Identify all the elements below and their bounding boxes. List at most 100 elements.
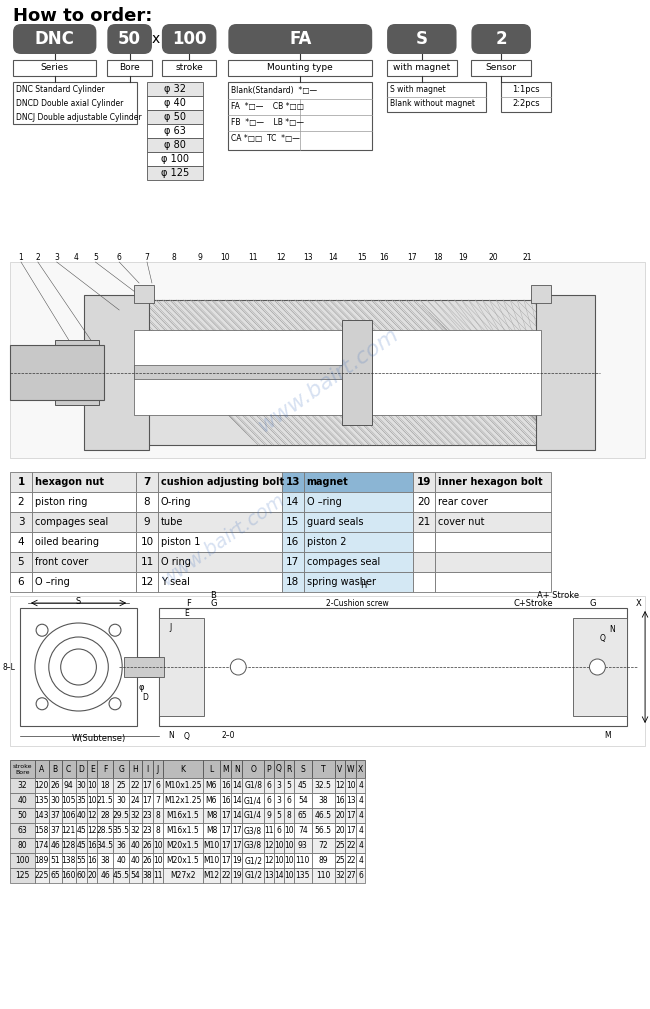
Bar <box>274 853 284 868</box>
Bar <box>284 793 294 808</box>
Text: N: N <box>610 626 615 635</box>
Bar <box>435 512 551 532</box>
Text: 40: 40 <box>77 811 86 820</box>
Text: 35.5: 35.5 <box>112 826 130 835</box>
Text: x: x <box>152 32 160 46</box>
Text: 22: 22 <box>221 871 231 880</box>
Text: 4: 4 <box>18 537 24 547</box>
Bar <box>242 760 264 778</box>
Text: 14: 14 <box>328 253 337 262</box>
Bar <box>343 320 372 425</box>
Text: 18: 18 <box>286 577 300 587</box>
Bar <box>220 760 231 778</box>
Text: D: D <box>79 765 84 774</box>
Bar <box>284 823 294 838</box>
Bar <box>264 838 274 853</box>
Bar <box>129 760 142 778</box>
Bar <box>304 472 413 492</box>
Text: 12: 12 <box>276 253 286 262</box>
Bar <box>435 532 551 552</box>
Bar <box>62 838 75 853</box>
Text: 27: 27 <box>346 871 356 880</box>
Text: Blank without magnet: Blank without magnet <box>390 100 475 109</box>
Text: M16x1.5: M16x1.5 <box>166 826 199 835</box>
Text: 80: 80 <box>18 840 27 850</box>
Text: 10: 10 <box>284 871 294 880</box>
Bar <box>147 82 203 96</box>
Bar <box>13 82 137 124</box>
Text: G1/8: G1/8 <box>244 781 262 790</box>
Text: 10: 10 <box>284 826 294 835</box>
Bar <box>312 823 335 838</box>
Bar <box>142 793 153 808</box>
Text: 30: 30 <box>50 796 60 805</box>
Text: 7: 7 <box>144 253 150 262</box>
Text: 17: 17 <box>221 856 231 865</box>
Text: X: X <box>358 765 363 774</box>
Bar <box>158 472 282 492</box>
Bar <box>32 512 136 532</box>
Text: K: K <box>180 765 185 774</box>
Text: 13: 13 <box>346 796 356 805</box>
Bar <box>294 760 312 778</box>
Text: 10: 10 <box>346 781 356 790</box>
Circle shape <box>590 659 605 675</box>
Text: 1: 1 <box>18 477 25 487</box>
Text: G1/2: G1/2 <box>244 856 262 865</box>
Bar <box>163 808 203 823</box>
Text: 138: 138 <box>62 856 76 865</box>
Bar <box>163 778 203 793</box>
Text: 89: 89 <box>318 856 328 865</box>
Text: 14: 14 <box>232 781 242 790</box>
Bar <box>10 808 35 823</box>
Bar <box>129 838 142 853</box>
Text: 36: 36 <box>116 840 126 850</box>
Bar <box>35 853 49 868</box>
Bar <box>153 793 163 808</box>
Bar <box>159 618 203 716</box>
Text: 17: 17 <box>221 840 231 850</box>
Text: 63: 63 <box>18 826 27 835</box>
Bar <box>49 853 62 868</box>
Bar <box>147 166 203 180</box>
Bar <box>136 532 158 552</box>
Bar <box>62 823 75 838</box>
Text: 17: 17 <box>221 811 231 820</box>
Text: 10: 10 <box>284 856 294 865</box>
Circle shape <box>109 698 121 709</box>
Text: 3: 3 <box>55 253 59 262</box>
Bar <box>35 778 49 793</box>
Bar <box>113 868 129 883</box>
Text: 9: 9 <box>266 811 272 820</box>
Bar <box>20 608 137 726</box>
Bar <box>35 793 49 808</box>
Bar <box>356 793 365 808</box>
Text: 28: 28 <box>101 811 110 820</box>
Text: 4: 4 <box>358 796 363 805</box>
Bar <box>345 808 356 823</box>
Text: M20x1.5: M20x1.5 <box>166 856 199 865</box>
Text: 65: 65 <box>50 871 60 880</box>
Text: 19: 19 <box>232 856 242 865</box>
Text: 6: 6 <box>287 796 291 805</box>
Text: N: N <box>168 732 174 741</box>
Text: 23: 23 <box>143 826 152 835</box>
Bar <box>75 760 88 778</box>
Bar <box>284 853 294 868</box>
Bar <box>264 760 274 778</box>
Text: 2:2pcs: 2:2pcs <box>512 100 540 109</box>
Circle shape <box>36 698 48 709</box>
Text: 5: 5 <box>287 781 291 790</box>
Bar <box>413 512 435 532</box>
Text: 54: 54 <box>131 871 140 880</box>
Text: 10: 10 <box>88 781 97 790</box>
Bar <box>88 868 97 883</box>
FancyBboxPatch shape <box>228 24 372 54</box>
Text: 72: 72 <box>318 840 328 850</box>
Text: 8–L: 8–L <box>2 663 15 672</box>
Bar <box>345 778 356 793</box>
Text: 110: 110 <box>296 856 310 865</box>
Text: spring washer: spring washer <box>307 577 376 587</box>
Text: 19: 19 <box>417 477 431 487</box>
Bar <box>10 492 32 512</box>
